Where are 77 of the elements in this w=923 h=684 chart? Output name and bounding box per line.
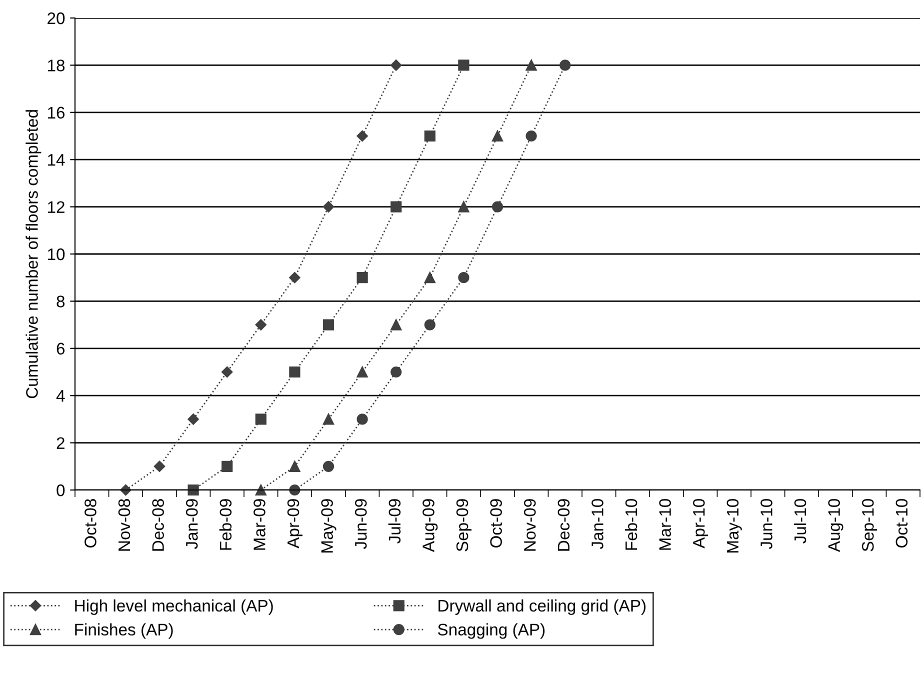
point	[322, 414, 334, 425]
point	[458, 201, 470, 212]
y-tick-label: 10	[48, 248, 65, 260]
point	[289, 272, 300, 284]
x-tick-label: Sep-09	[456, 499, 472, 552]
point	[390, 366, 402, 378]
x-tick-label: Apr-10	[692, 498, 708, 548]
y-tick-label: 6	[56, 342, 65, 355]
x-tick-label: Jan-10	[592, 498, 604, 550]
x-tick-label: Sep-10	[862, 498, 878, 552]
point	[221, 366, 233, 378]
x-tick-label: Mar-10	[659, 498, 671, 550]
point	[356, 272, 368, 284]
point	[390, 319, 402, 330]
y-tick-label: 16	[48, 106, 65, 119]
point	[390, 201, 402, 212]
point	[356, 130, 368, 142]
y-tick-label: 14	[48, 154, 65, 166]
x-tick-label: Dec-09	[558, 499, 570, 551]
point	[424, 130, 436, 142]
x-tick-label: Oct-10	[896, 498, 908, 548]
x-tick-label: Jul-10	[794, 498, 806, 544]
point	[390, 60, 402, 71]
point	[492, 201, 504, 212]
point	[188, 484, 199, 496]
x-tick-label: Mar-09	[254, 499, 266, 550]
x-tick-label: Aug-09	[422, 499, 438, 552]
x-tick-label: Jun-09	[354, 499, 367, 550]
y-tick-label: 2	[56, 437, 64, 449]
point	[255, 319, 267, 330]
point	[289, 460, 300, 472]
point	[458, 272, 470, 284]
point	[458, 60, 470, 71]
y-axis-title: Cumulative number of floors completed	[26, 110, 42, 398]
x-tick-label: Jan-09	[186, 499, 198, 550]
point	[424, 319, 436, 330]
x-tick-label: Aug-10	[828, 498, 844, 552]
point	[255, 484, 266, 496]
x-tick-label: May-10	[726, 498, 742, 553]
point	[322, 319, 334, 330]
point	[356, 414, 368, 425]
point	[222, 460, 233, 472]
x-tick-label: Feb-10	[624, 498, 638, 550]
x-tick-label: Dec-08	[152, 499, 164, 551]
x-tick-label: Apr-09	[287, 499, 302, 548]
x-tick-label: May-09	[321, 499, 336, 553]
point	[154, 460, 166, 472]
y-tick-label: 18	[48, 60, 65, 72]
point	[526, 130, 537, 142]
point	[492, 130, 504, 142]
legend-label: High level mechanical (AP)	[75, 599, 273, 615]
point	[255, 414, 266, 425]
legend-label: Drywall and ceiling grid (AP)	[438, 599, 646, 615]
point	[526, 60, 537, 71]
y-tick-label: 8	[56, 296, 65, 308]
x-tick-label: Nov-09	[524, 499, 536, 551]
point	[322, 460, 334, 472]
x-tick-label: Feb-09	[219, 499, 232, 550]
x-tick-label: Nov-08	[118, 499, 130, 551]
point	[560, 60, 571, 71]
point	[188, 414, 199, 425]
y-tick-label: 20	[48, 12, 65, 24]
y-tick-label: 12	[48, 201, 64, 213]
x-tick-label: Jul-09	[388, 499, 401, 544]
y-tick-label: 4	[56, 390, 65, 402]
point	[120, 484, 132, 496]
x-tick-label: Oct-09	[490, 499, 502, 548]
point	[289, 484, 300, 496]
x-tick-label: Jun-10	[760, 498, 772, 550]
point	[424, 272, 436, 284]
legend-label: Snagging (AP)	[438, 623, 545, 639]
legend-label: Finishes (AP)	[75, 623, 173, 639]
point	[322, 201, 334, 212]
point	[289, 366, 300, 378]
y-tick-label: 0	[56, 484, 65, 496]
point	[356, 366, 368, 378]
x-tick-label: Oct-08	[84, 499, 96, 548]
